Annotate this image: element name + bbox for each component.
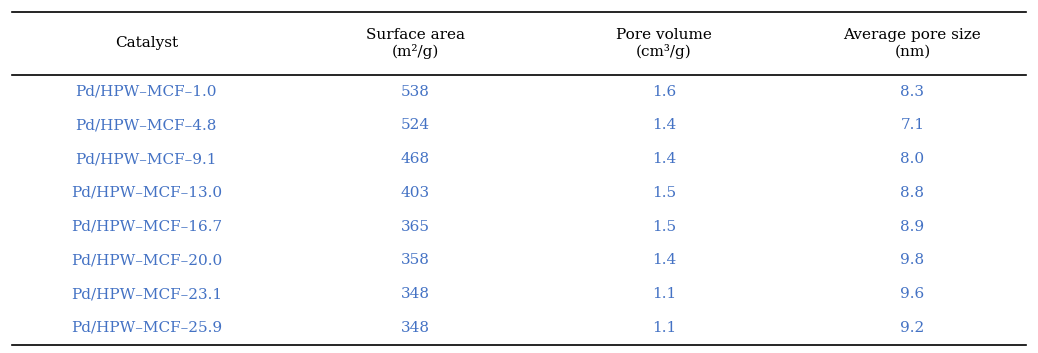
Text: 358: 358 <box>401 253 430 267</box>
Text: Pd/HPW–MCF–13.0: Pd/HPW–MCF–13.0 <box>71 186 222 200</box>
Text: Pd/HPW–MCF–1.0: Pd/HPW–MCF–1.0 <box>76 85 217 99</box>
Text: 8.3: 8.3 <box>900 85 925 99</box>
Text: 538: 538 <box>401 85 430 99</box>
Text: 348: 348 <box>401 321 430 335</box>
Text: 7.1: 7.1 <box>900 119 925 132</box>
Text: 9.8: 9.8 <box>900 253 925 267</box>
Text: 1.6: 1.6 <box>652 85 676 99</box>
Text: Pd/HPW–MCF–20.0: Pd/HPW–MCF–20.0 <box>71 253 222 267</box>
Text: 348: 348 <box>401 287 430 301</box>
Text: 8.8: 8.8 <box>900 186 925 200</box>
Text: 1.1: 1.1 <box>652 321 676 335</box>
Text: 8.0: 8.0 <box>900 152 925 166</box>
Text: 468: 468 <box>401 152 430 166</box>
Text: 1.1: 1.1 <box>652 287 676 301</box>
Text: 1.4: 1.4 <box>652 253 676 267</box>
Text: Pd/HPW–MCF–23.1: Pd/HPW–MCF–23.1 <box>71 287 222 301</box>
Text: 9.2: 9.2 <box>900 321 925 335</box>
Text: 8.9: 8.9 <box>900 220 925 234</box>
Text: 1.4: 1.4 <box>652 152 676 166</box>
Text: Pd/HPW–MCF–25.9: Pd/HPW–MCF–25.9 <box>71 321 222 335</box>
Text: Average pore size
(nm): Average pore size (nm) <box>844 28 981 59</box>
Text: 365: 365 <box>401 220 430 234</box>
Text: Pd/HPW–MCF–9.1: Pd/HPW–MCF–9.1 <box>76 152 217 166</box>
Text: 9.6: 9.6 <box>900 287 925 301</box>
Text: 524: 524 <box>401 119 430 132</box>
Text: 1.5: 1.5 <box>652 220 676 234</box>
Text: Pd/HPW–MCF–16.7: Pd/HPW–MCF–16.7 <box>71 220 222 234</box>
Text: 1.5: 1.5 <box>652 186 676 200</box>
Text: Pd/HPW–MCF–4.8: Pd/HPW–MCF–4.8 <box>76 119 217 132</box>
Text: Surface area
(m²/g): Surface area (m²/g) <box>366 28 465 59</box>
Text: 1.4: 1.4 <box>652 119 676 132</box>
Text: Pore volume
(cm³/g): Pore volume (cm³/g) <box>616 28 712 59</box>
Text: Catalyst: Catalyst <box>115 36 177 50</box>
Text: 403: 403 <box>401 186 430 200</box>
